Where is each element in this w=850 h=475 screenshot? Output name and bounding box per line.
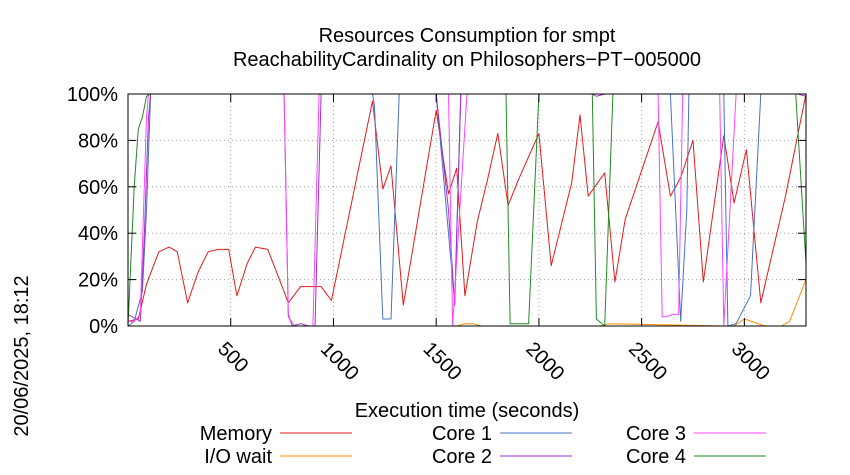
timestamp-label: 20/06/2025, 18:12 xyxy=(11,275,33,436)
chart-title-line-2: ReachabilityCardinality on Philosophers−… xyxy=(233,49,701,71)
legend-label: Core 1 xyxy=(432,423,492,445)
y-axis-ticks: 0% 20% 40% 60% 80% 100% xyxy=(67,84,806,338)
series-line-core-4 xyxy=(127,93,807,327)
y-tick-label: 0% xyxy=(89,316,118,338)
y-tick-label: 100% xyxy=(67,84,118,106)
x-tick-label: 2000 xyxy=(521,338,568,385)
series-lines xyxy=(127,93,807,327)
legend-label: I/O wait xyxy=(204,446,272,468)
x-axis-label: Execution time (seconds) xyxy=(355,400,580,422)
series-line-core-2 xyxy=(127,93,807,327)
x-tick-label: 2500 xyxy=(624,338,671,385)
x-tick-label: 1500 xyxy=(419,338,466,385)
legend-label: Core 2 xyxy=(432,446,492,468)
grid xyxy=(128,94,806,326)
legend-label: Memory xyxy=(200,423,272,445)
y-tick-label: 20% xyxy=(78,270,118,292)
y-tick-label: 60% xyxy=(78,177,118,199)
chart-title-line-1: Resources Consumption for smpt xyxy=(319,25,616,47)
x-tick-label: 1000 xyxy=(316,338,363,385)
y-tick-label: 80% xyxy=(78,130,118,152)
x-tick-label: 500 xyxy=(213,338,252,377)
series-line-core-3 xyxy=(128,93,806,327)
legend-label: Core 3 xyxy=(626,423,686,445)
series-line-memory xyxy=(127,93,807,322)
plot-frame xyxy=(127,93,807,327)
series-line-i-o-wait xyxy=(128,279,807,327)
series-line-core-1 xyxy=(127,93,806,327)
x-tick-label: 3000 xyxy=(727,338,774,385)
x-axis-ticks: 500 1000 1500 2000 2500 3000 xyxy=(213,94,774,385)
legend-label: Core 4 xyxy=(626,446,686,468)
y-tick-label: 40% xyxy=(78,223,118,245)
